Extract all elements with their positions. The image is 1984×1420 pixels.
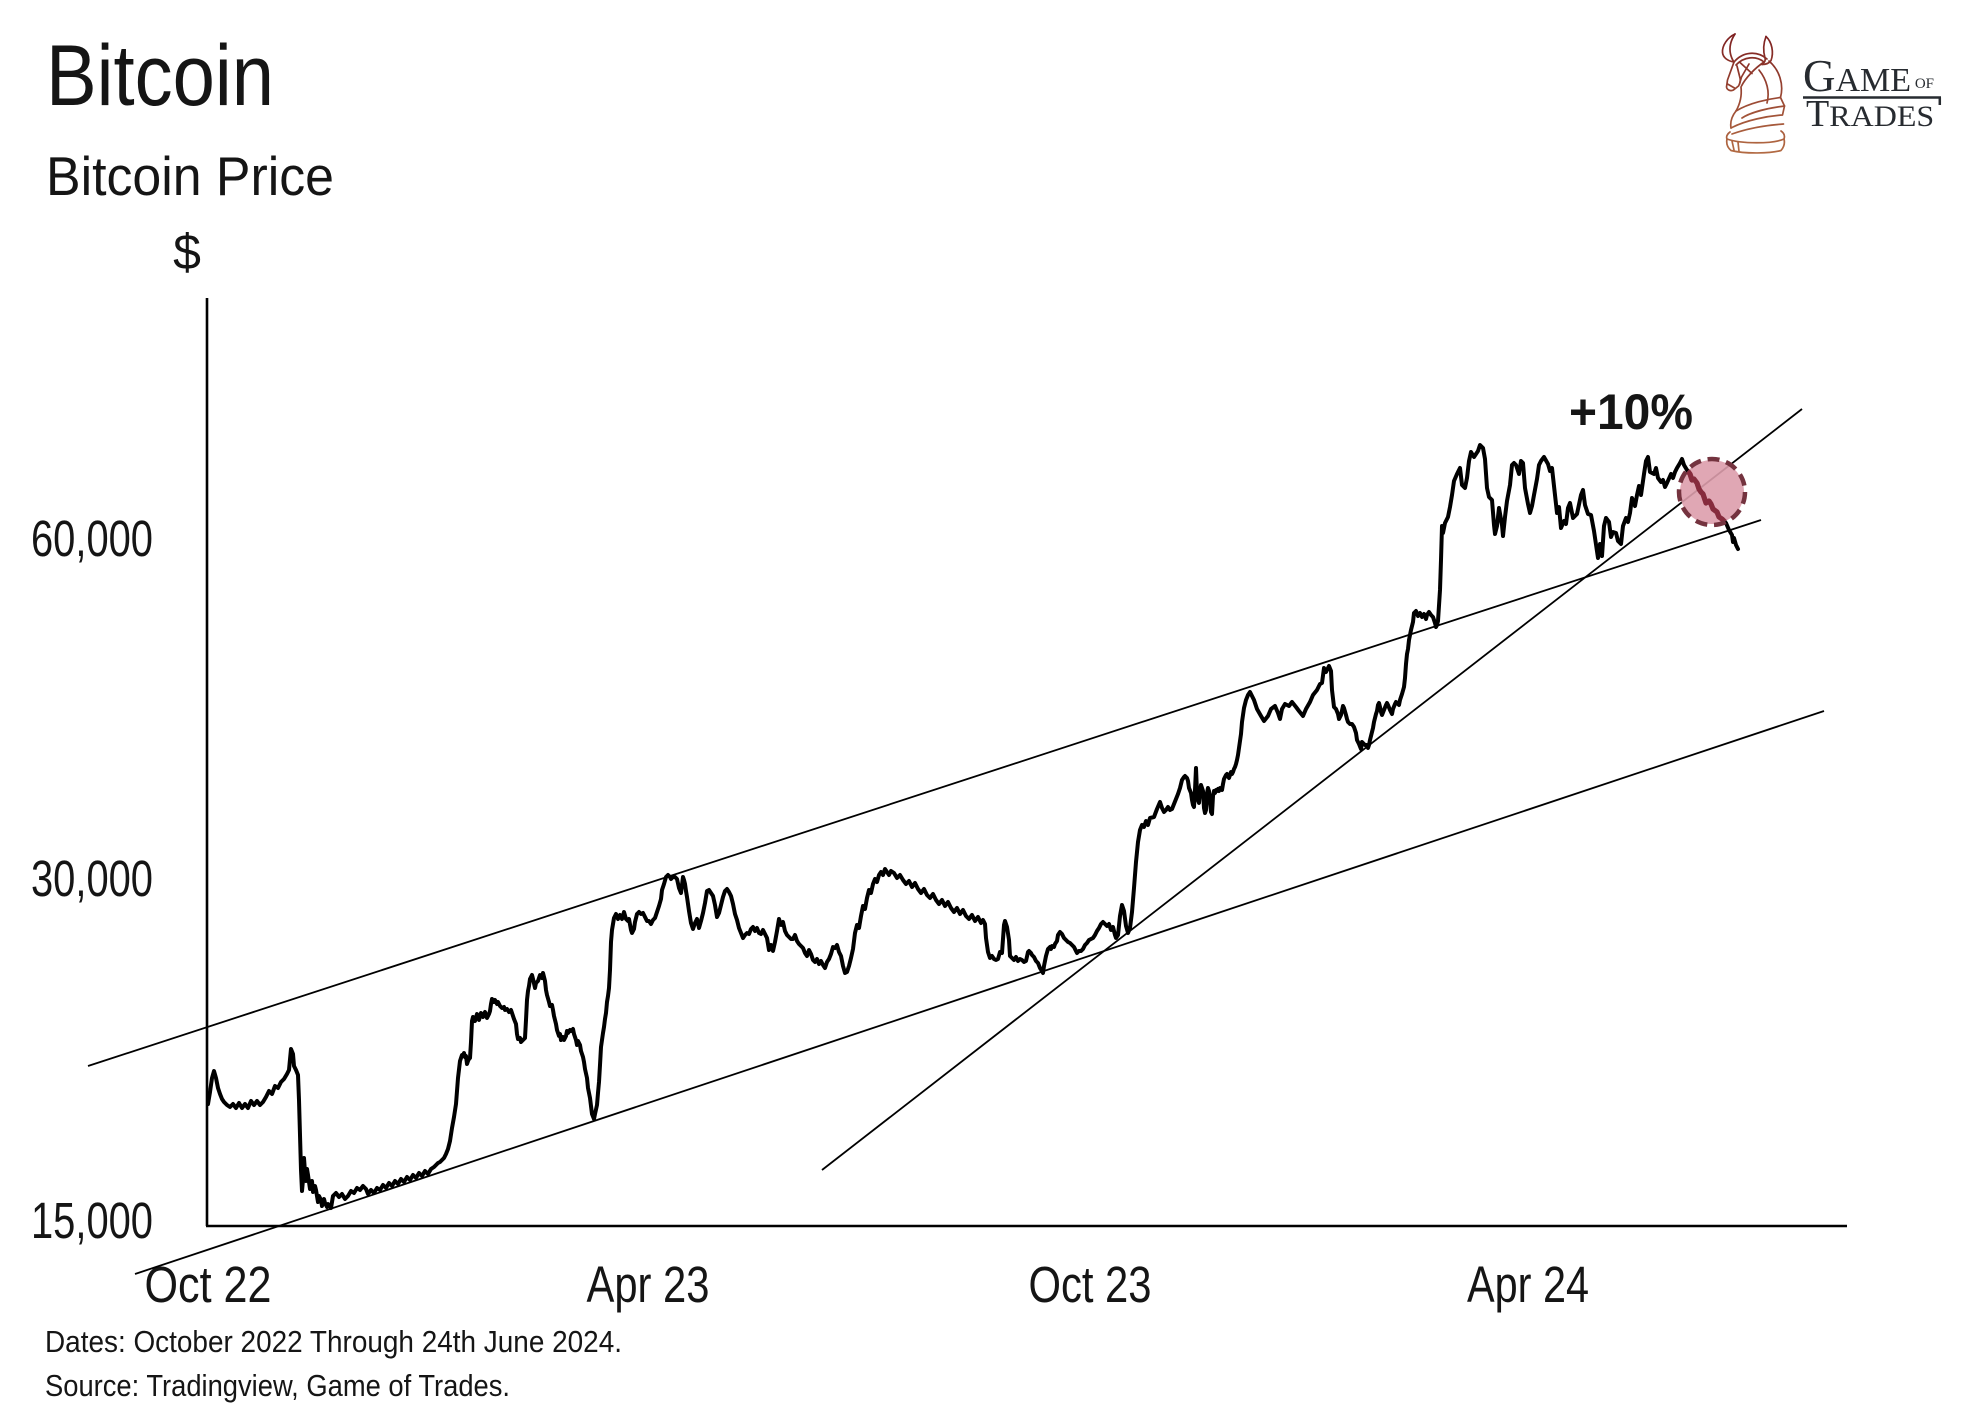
svg-text:Dates: October 2022 Through 24: Dates: October 2022 Through 24th June 20… (45, 1324, 622, 1359)
svg-text:GAME OF: GAME OF (1803, 51, 1934, 101)
svg-text:Apr 23: Apr 23 (587, 1256, 710, 1313)
svg-text:Bitcoin Price: Bitcoin Price (46, 145, 334, 207)
svg-text:TRADES: TRADES (1806, 93, 1934, 135)
svg-text:$: $ (173, 224, 201, 280)
svg-text:Source: Tradingview, Game of T: Source: Tradingview, Game of Trades. (45, 1368, 510, 1403)
svg-text:Oct 23: Oct 23 (1029, 1256, 1152, 1313)
svg-text:15,000: 15,000 (31, 1192, 153, 1249)
svg-text:60,000: 60,000 (31, 510, 153, 567)
svg-text:+10%: +10% (1569, 384, 1693, 440)
svg-text:Oct 22: Oct 22 (145, 1256, 272, 1313)
svg-text:Apr 24: Apr 24 (1467, 1256, 1589, 1313)
svg-text:Bitcoin: Bitcoin (46, 28, 274, 124)
svg-text:30,000: 30,000 (31, 850, 153, 907)
